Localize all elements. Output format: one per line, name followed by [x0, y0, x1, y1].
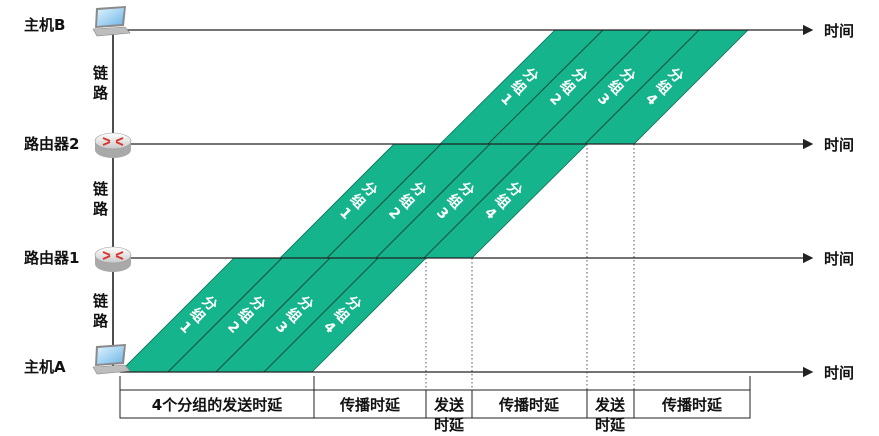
- link-label: 链: [93, 64, 109, 82]
- time-label: 时间: [824, 250, 854, 268]
- link-label: 路: [93, 312, 109, 330]
- link-label-bg: [91, 62, 111, 102]
- node-label-router-2: 路由器2: [24, 135, 79, 153]
- link-label-bg: [91, 290, 111, 330]
- laptop-icon: [92, 344, 131, 375]
- router-icon: [94, 132, 132, 158]
- link-label: 路: [93, 84, 109, 102]
- segment-label-tx1: 时延: [434, 416, 465, 434]
- segment-label-prop1: 传播时延: [339, 396, 401, 414]
- delay-segments: [119, 376, 751, 419]
- laptop-icon: [92, 6, 131, 37]
- router-icon: [94, 246, 132, 272]
- segment-label-tx2: 发送: [594, 396, 626, 414]
- link-label: 路: [93, 200, 109, 218]
- time-label: 时间: [824, 364, 854, 382]
- segment-box: [633, 389, 751, 419]
- node-label-host-b: 主机B: [24, 16, 65, 34]
- link-label-bg: [91, 178, 111, 218]
- segment-label-prop2: 传播时延: [498, 396, 560, 414]
- link-label: 链: [93, 180, 109, 198]
- segment-label-prop3: 传播时延: [661, 396, 723, 414]
- segment-label-tx1: 发送: [433, 396, 465, 414]
- packet-separators: [167, 29, 700, 373]
- node-label-host-a: 主机A: [24, 358, 66, 376]
- segment-label-tx4: 4个分组的发送时延: [152, 396, 283, 414]
- node-label-router-1: 路由器1: [24, 249, 79, 267]
- segment-label-tx2: 时延: [595, 416, 626, 434]
- link-label: 链: [93, 292, 109, 310]
- time-label: 时间: [824, 136, 854, 154]
- time-label: 时间: [824, 22, 854, 40]
